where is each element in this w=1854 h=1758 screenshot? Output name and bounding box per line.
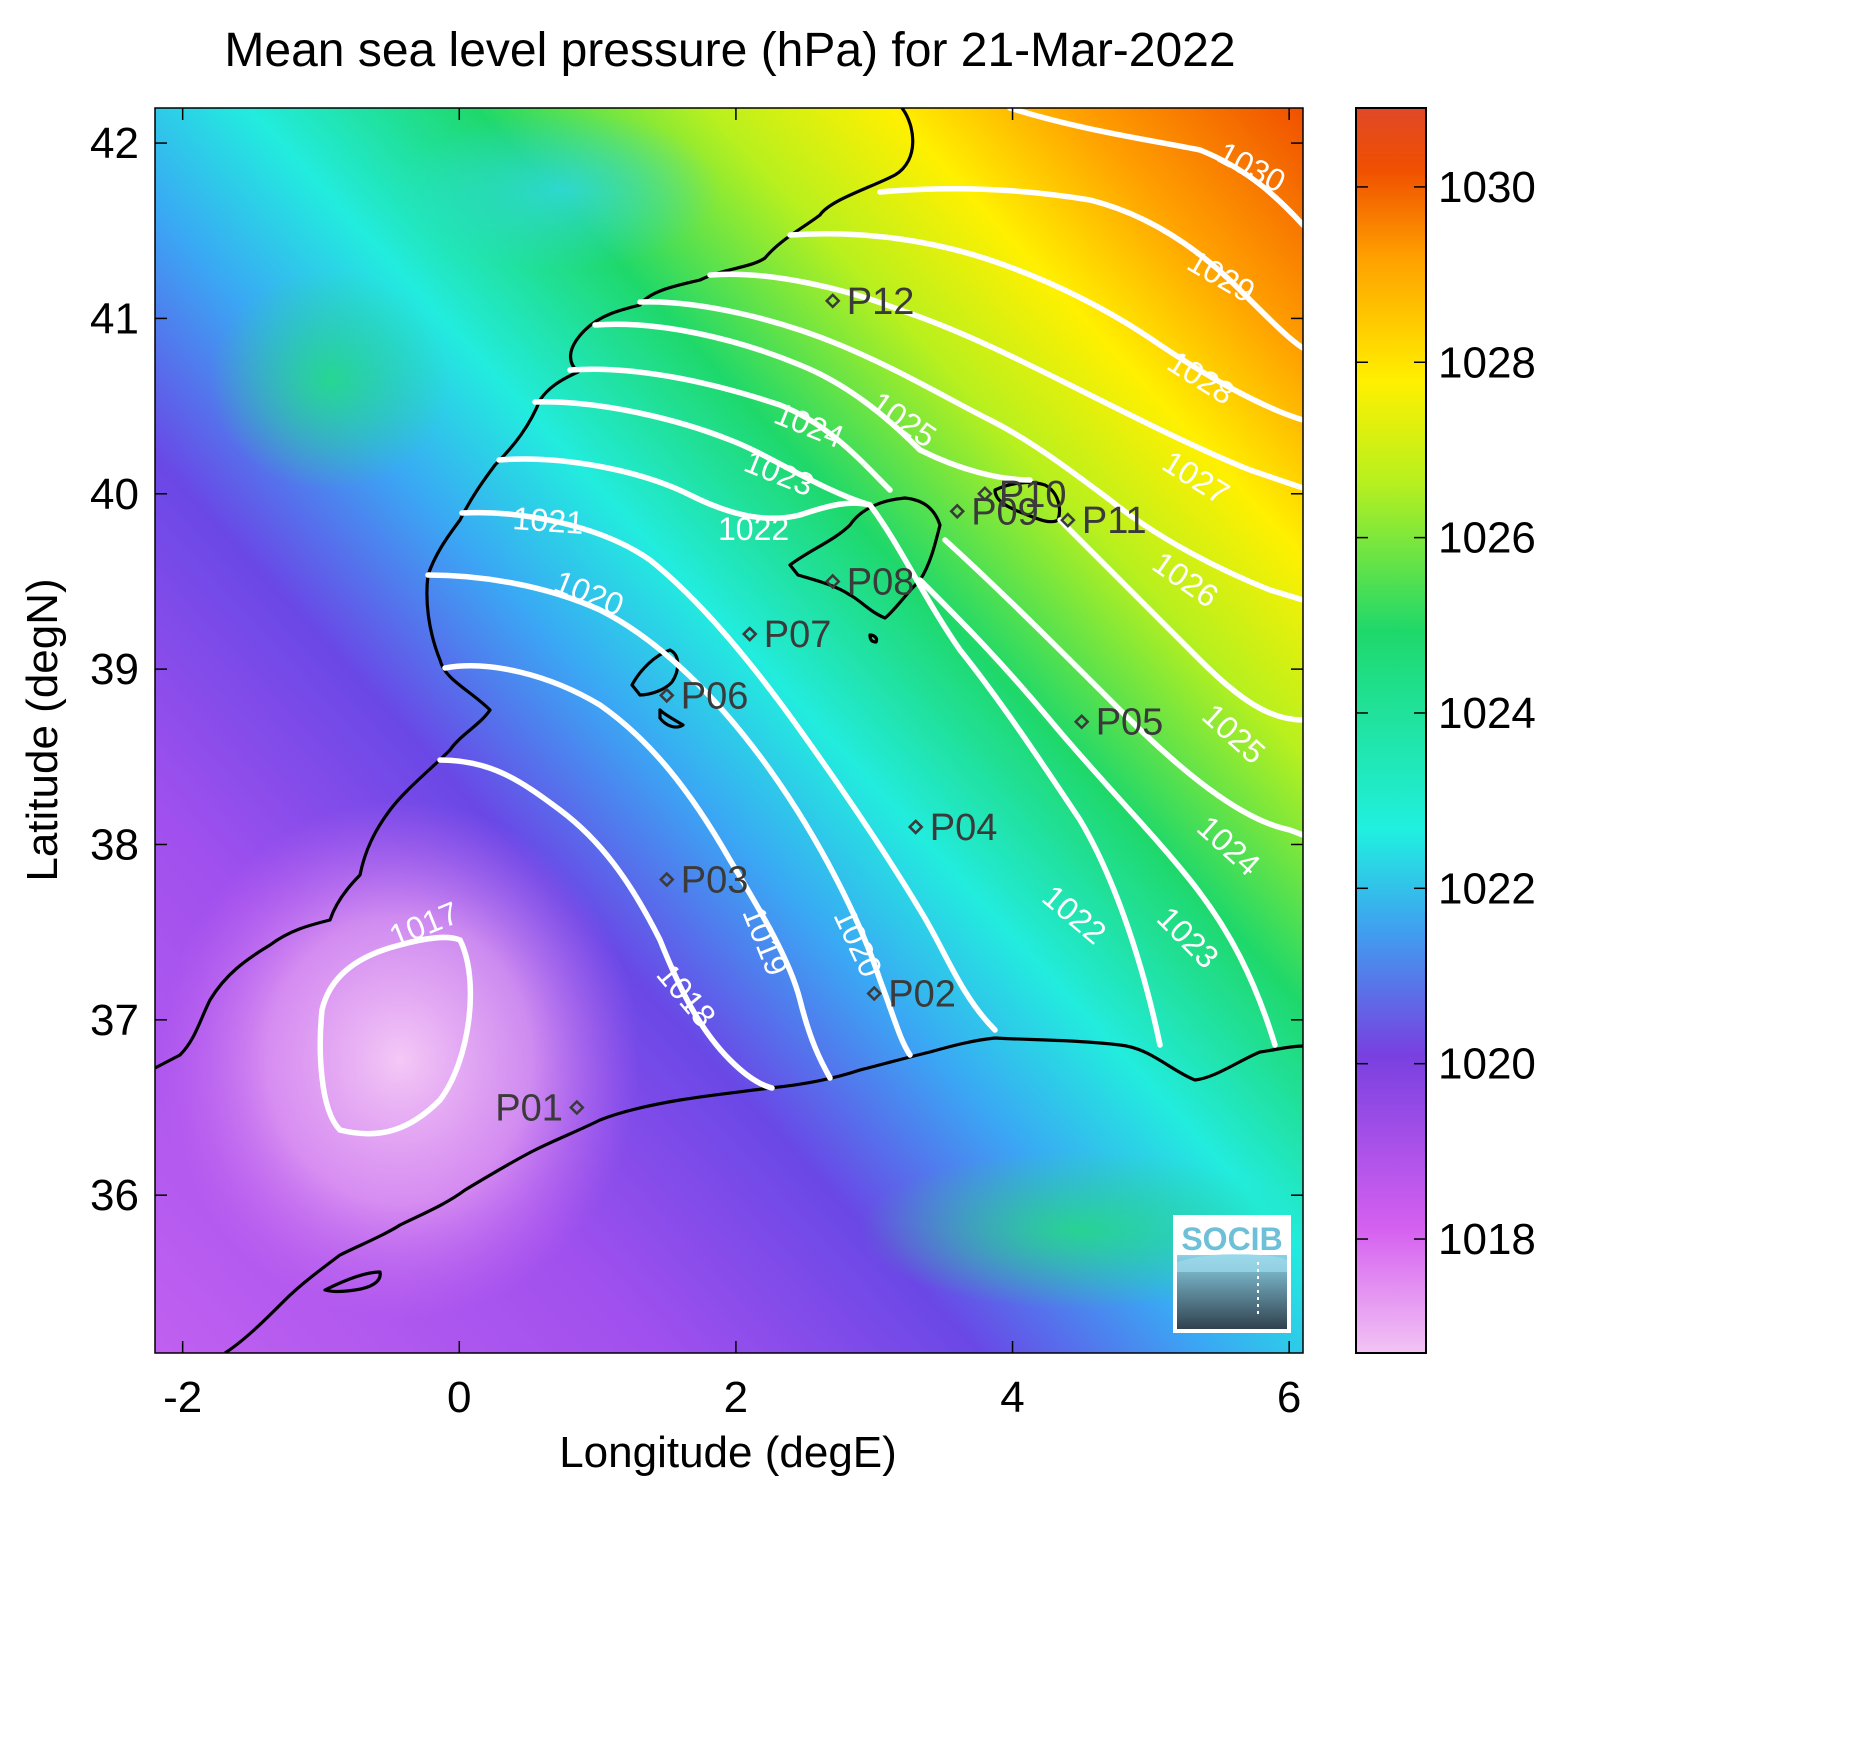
isobar-1020 [425, 572, 913, 1058]
y-tick-label: 37 [90, 996, 139, 1045]
station-diamond-icon [824, 573, 841, 590]
x-tick-label: 6 [1277, 1373, 1301, 1422]
isobar-1018 [437, 757, 775, 1091]
station-p02: P02 [866, 974, 956, 1016]
colorbar-tick-label: 1026 [1438, 514, 1536, 563]
station-p08: P08 [824, 561, 915, 603]
station-diamond-icon [569, 1099, 585, 1116]
land-relief-green-north [210, 270, 450, 490]
map-panel: 1017 1018 1019 1020 1020 1021 1022 1022 … [155, 108, 1303, 1353]
station-label: P07 [764, 614, 832, 656]
isobar-1021 [459, 509, 998, 1033]
isobar-1022 [496, 456, 1163, 1048]
station-diamond-icon [977, 486, 993, 502]
y-tick-label: 36 [90, 1171, 139, 1220]
x-tick-label: -2 [163, 1373, 202, 1422]
station-p10: P10 [977, 474, 1067, 516]
station-p06: P06 [658, 675, 749, 717]
isobar-1030 [1007, 108, 1303, 228]
station-p05: P05 [1073, 702, 1164, 744]
y-tick-label: 38 [90, 820, 139, 869]
station-diamond-icon [866, 985, 882, 1002]
isobar-1025 [592, 321, 1303, 723]
station-label: P12 [847, 281, 915, 323]
station-p03: P03 [658, 860, 749, 902]
y-axis-label: Latitude (degN) [18, 578, 67, 881]
colorbar-gradient [1355, 107, 1427, 1354]
station-p01: P01 [495, 1088, 585, 1130]
station-label: P05 [1096, 702, 1164, 744]
colorbar-tick-label: 1018 [1438, 1215, 1536, 1264]
station-label: P08 [847, 561, 915, 603]
station-p12: P12 [824, 281, 915, 323]
colorbar-tick-label: 1022 [1438, 864, 1536, 913]
isobar-1024 [567, 366, 1303, 838]
station-label: P11 [1082, 500, 1147, 542]
station-label: P06 [681, 675, 749, 717]
isobar-label: 1021 [512, 500, 586, 541]
isobar-label: 1022 [718, 511, 789, 547]
station-diamond-icon [907, 819, 924, 835]
x-tick-label: 0 [447, 1373, 471, 1422]
station-p11: P11 [1060, 500, 1147, 542]
isobar-1026 [637, 299, 1303, 603]
y-tick-label: 41 [90, 294, 139, 343]
colorbar-ticks: 1018 1020 1022 1024 1026 1028 1030 [1356, 163, 1536, 1264]
station-label: P01 [495, 1088, 563, 1130]
y-tick-label: 39 [90, 645, 139, 694]
colorbar-tick-label: 1020 [1438, 1040, 1536, 1089]
socib-logo-wave [1177, 1253, 1287, 1272]
station-diamond-icon [658, 871, 675, 888]
socib-logo-text: SOCIB [1181, 1221, 1282, 1257]
chart-title: Mean sea level pressure (hPa) for 21-Mar… [224, 24, 1235, 77]
station-diamond-icon [1073, 713, 1090, 730]
station-label: P04 [930, 807, 998, 849]
x-axis: -2 0 2 4 6 [163, 108, 1301, 1422]
colorbar-tick-label: 1028 [1438, 338, 1536, 387]
land-relief-cyan-north [400, 110, 720, 270]
y-tick-label: 40 [90, 470, 139, 519]
isobar-1017 [317, 934, 474, 1137]
colorbar: 1018 1020 1022 1024 1026 1028 1030 [1355, 107, 1536, 1354]
isobar-contours [317, 108, 1303, 1137]
y-tick-label: 42 [90, 119, 139, 168]
isobar-1029 [877, 185, 1303, 351]
station-label: P10 [999, 474, 1067, 516]
station-p04: P04 [907, 807, 998, 849]
x-axis-label: Longitude (degE) [559, 1428, 897, 1477]
station-diamond-icon [658, 687, 675, 704]
station-label: P02 [888, 974, 956, 1016]
station-diamond-icon [1060, 512, 1076, 528]
y-axis: 36 37 38 39 40 41 42 [90, 119, 1303, 1220]
station-diamond-icon [949, 503, 965, 520]
colorbar-tick-label: 1024 [1438, 689, 1536, 738]
socib-logo: SOCIB [1173, 1215, 1291, 1333]
station-diamond-icon [824, 293, 841, 309]
mallorca-coastline [788, 496, 942, 620]
isobar-1019 [442, 663, 833, 1081]
iberia-coastline [155, 108, 915, 1070]
map-frame [154, 107, 1304, 1354]
station-p07: P07 [741, 614, 832, 656]
formentera-coastline [658, 708, 685, 729]
x-tick-label: 2 [724, 1373, 748, 1422]
cabrera-coastline [868, 633, 879, 644]
x-tick-label: 4 [1000, 1373, 1024, 1422]
isobar-1023 [532, 399, 1278, 1048]
colorbar-tick-label: 1030 [1438, 163, 1536, 212]
alboran-island-coastline [323, 1270, 382, 1294]
africa-coastline [224, 1036, 1303, 1353]
isobar-1027 [707, 271, 1303, 491]
low-pressure-core [160, 800, 640, 1320]
station-diamond-icon [741, 626, 758, 642]
isobar-1028 [787, 231, 1303, 423]
station-label: P03 [681, 860, 749, 902]
